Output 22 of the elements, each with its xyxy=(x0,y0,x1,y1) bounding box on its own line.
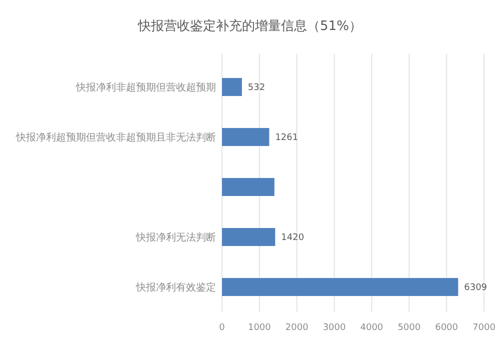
x-tick-label: 7000 xyxy=(472,323,496,333)
data-label: 6309 xyxy=(464,283,488,294)
bar xyxy=(222,228,276,246)
x-tick-label: 5000 xyxy=(398,323,421,333)
data-label: 1261 xyxy=(275,133,298,144)
bar xyxy=(222,78,242,96)
y-tick-label: 快报净利有效鉴定 xyxy=(135,282,216,294)
y-tick-label: 快报净利无法判断 xyxy=(135,232,216,244)
y-tick-label: 快报净利非超预期但营收超预期 xyxy=(75,82,216,94)
bar xyxy=(222,278,458,296)
x-tick-label: 6000 xyxy=(435,323,458,333)
x-tick-label: 1000 xyxy=(248,323,272,333)
data-label: 532 xyxy=(248,83,266,94)
bar xyxy=(222,128,270,146)
data-label: 1420 xyxy=(281,233,304,244)
y-tick-label: 快报净利超预期但营收非超预期且非无法判断 xyxy=(15,132,216,144)
x-tick-label: 2000 xyxy=(285,323,309,333)
chart-title: 快报营收鉴定补充的增量信息（51%） xyxy=(137,19,362,34)
x-tick-label: 0 xyxy=(219,323,226,333)
x-tick-label: 4000 xyxy=(360,323,384,333)
bar xyxy=(222,178,274,196)
x-tick-label: 3000 xyxy=(322,323,346,333)
